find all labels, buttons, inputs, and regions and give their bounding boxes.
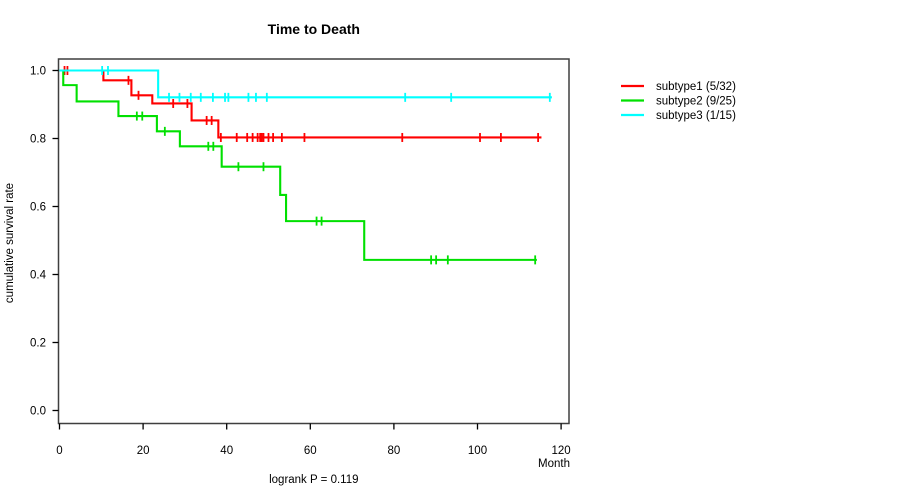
survival-curve-subtype3: [59, 69, 552, 99]
y-tick-label-0.0: 0.0: [30, 406, 46, 418]
x-tick-label-0: 0: [56, 445, 62, 457]
y-axis-title: cumulative survival rate: [4, 183, 16, 303]
legend-label-subtype2: subtype2 (9/25): [656, 96, 736, 108]
survival-curve-subtype2: [59, 69, 537, 261]
x-tick-label-20: 20: [137, 445, 150, 457]
y-tick-label-0.8: 0.8: [30, 134, 46, 146]
survival-curves: [59, 66, 552, 265]
x-tick-label-100: 100: [468, 445, 487, 457]
x-axis: 0 20 40 60 80 100 120: [56, 423, 571, 457]
x-axis-title: Month: [538, 458, 570, 470]
logrank-annotation: logrank P = 0.119: [269, 474, 358, 486]
y-tick-label-0.4: 0.4: [30, 270, 47, 282]
legend-label-subtype1: subtype1 (5/32): [656, 81, 736, 93]
plot-box: [57, 58, 570, 425]
y-tick-label-1.0: 1.0: [30, 66, 46, 78]
survival-curve-subtype1: [59, 69, 542, 139]
x-tick-label-120: 120: [552, 445, 571, 457]
x-tick-label-60: 60: [304, 445, 317, 457]
legend-label-subtype3: subtype3 (1/15): [656, 110, 736, 122]
x-tick-label-40: 40: [220, 445, 233, 457]
y-tick-label-0.2: 0.2: [30, 338, 46, 350]
y-tick-label-0.6: 0.6: [30, 202, 46, 214]
plot-title: Time to Death: [268, 21, 360, 37]
legend: subtype1 (5/32) subtype2 (9/25) subtype3 (…: [621, 81, 736, 122]
y-axis: 0.0 0.2 0.4 0.6 0.8 1.0: [30, 66, 59, 418]
x-tick-label-80: 80: [388, 445, 401, 457]
